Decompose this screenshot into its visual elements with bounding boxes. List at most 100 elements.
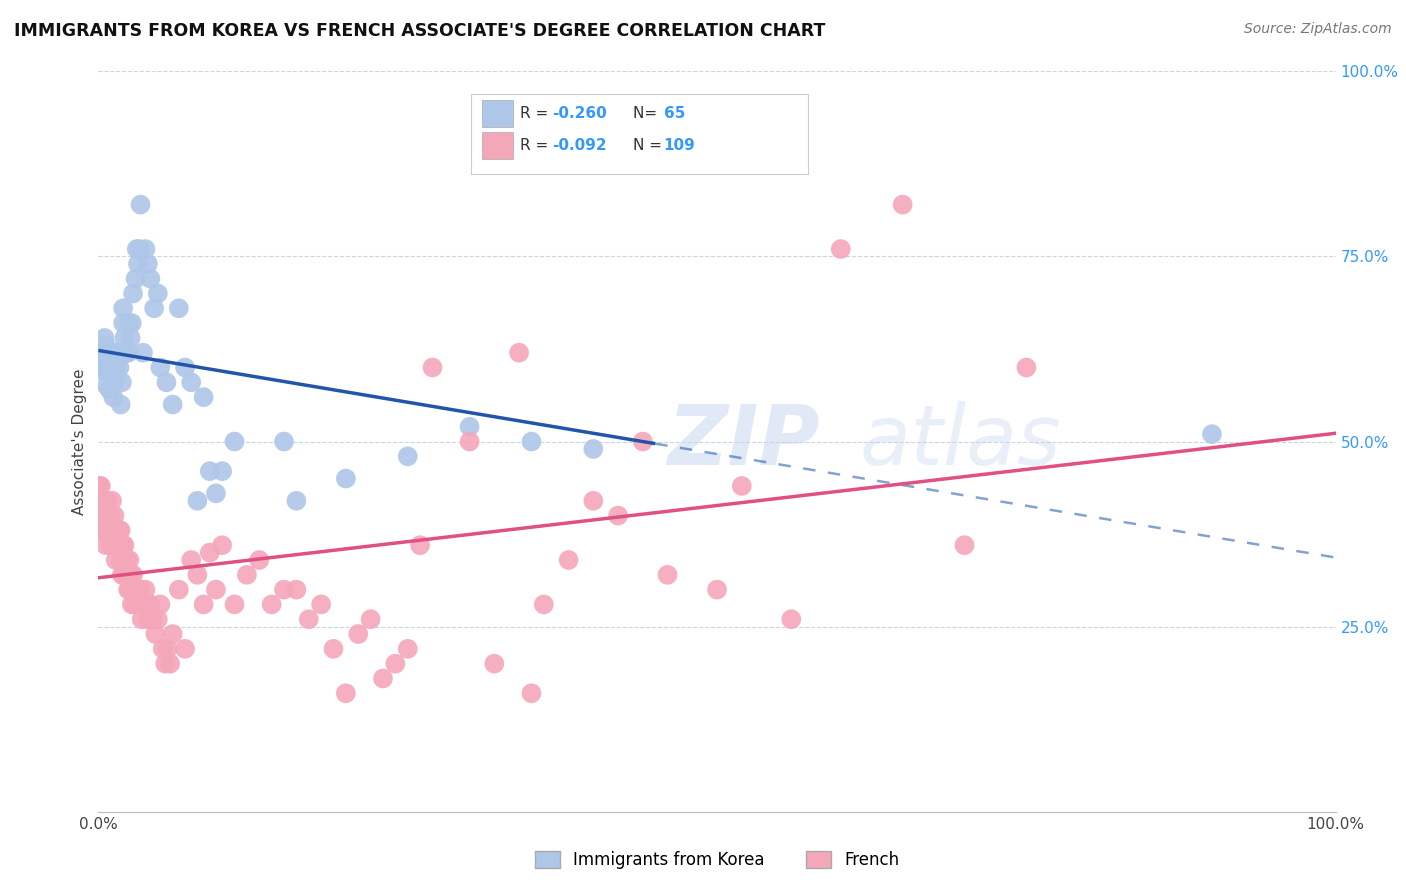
Point <box>122 582 145 597</box>
Text: -0.092: -0.092 <box>553 138 607 153</box>
Point <box>103 524 125 538</box>
Point <box>108 360 131 375</box>
Point <box>953 538 976 552</box>
Point <box>97 524 120 538</box>
Point <box>409 538 432 552</box>
Point <box>533 598 555 612</box>
Text: R =: R = <box>520 106 554 120</box>
Point <box>285 582 308 597</box>
Point <box>143 627 166 641</box>
Point <box>93 360 115 375</box>
Point <box>247 553 270 567</box>
Point <box>114 567 136 582</box>
Point <box>100 508 122 523</box>
Text: 65: 65 <box>664 106 685 120</box>
Point <box>112 331 135 345</box>
Point <box>520 434 543 449</box>
Point <box>122 286 145 301</box>
Point <box>112 316 135 330</box>
Point <box>211 464 233 478</box>
Point <box>107 345 129 359</box>
Point <box>117 345 139 359</box>
Y-axis label: Associate's Degree: Associate's Degree <box>72 368 87 515</box>
Point <box>100 345 122 359</box>
Point <box>94 338 117 352</box>
Point <box>103 390 125 404</box>
Point <box>193 390 215 404</box>
Point <box>174 360 197 375</box>
Point <box>121 598 143 612</box>
Text: 109: 109 <box>664 138 696 153</box>
Point <box>108 538 131 552</box>
Point <box>90 493 112 508</box>
Point <box>139 271 162 285</box>
Point <box>156 641 179 656</box>
Point <box>396 641 419 656</box>
Point <box>100 538 122 552</box>
Point <box>93 508 115 523</box>
Point <box>93 508 115 523</box>
Point <box>657 567 679 582</box>
Point <box>87 493 110 508</box>
Point <box>128 242 150 256</box>
Point <box>98 524 121 538</box>
Point <box>127 582 149 597</box>
Point <box>101 524 124 538</box>
Point <box>205 486 228 500</box>
Point <box>335 686 357 700</box>
Point <box>94 538 117 552</box>
Point <box>731 479 754 493</box>
Point <box>105 524 128 538</box>
Point <box>422 360 444 375</box>
Point <box>298 612 321 626</box>
Point <box>93 524 115 538</box>
Point <box>180 553 202 567</box>
Point <box>93 345 115 359</box>
Point <box>236 567 259 582</box>
Point <box>105 538 128 552</box>
Point <box>91 342 114 356</box>
Point <box>121 316 143 330</box>
Point <box>97 508 120 523</box>
Point <box>110 397 132 411</box>
Point <box>93 350 115 364</box>
Point <box>149 360 172 375</box>
Point <box>631 434 654 449</box>
Point <box>118 582 141 597</box>
Point <box>114 345 136 359</box>
Point <box>582 493 605 508</box>
Point <box>91 508 114 523</box>
Point <box>174 641 197 656</box>
Point <box>104 538 127 552</box>
Point <box>93 331 115 345</box>
Point <box>152 641 174 656</box>
Point <box>115 553 138 567</box>
Point <box>104 360 127 375</box>
Point <box>118 316 141 330</box>
Point <box>103 538 125 552</box>
Point <box>128 598 150 612</box>
Text: ZIP: ZIP <box>668 401 820 482</box>
Point <box>180 376 202 390</box>
Point <box>118 553 141 567</box>
Point <box>134 582 156 597</box>
Point <box>371 672 394 686</box>
Text: R =: R = <box>520 138 554 153</box>
Point <box>162 397 184 411</box>
Point <box>143 301 166 316</box>
Point <box>458 434 481 449</box>
Point <box>125 242 148 256</box>
Point <box>260 598 283 612</box>
Point <box>134 242 156 256</box>
Point <box>508 345 530 359</box>
Point <box>830 242 852 256</box>
Point <box>127 257 149 271</box>
Point <box>96 493 118 508</box>
Point <box>162 627 184 641</box>
Text: N=: N= <box>633 106 662 120</box>
Point <box>105 345 128 359</box>
Point <box>520 686 543 700</box>
Point <box>322 641 344 656</box>
Point <box>112 567 135 582</box>
Point <box>360 612 382 626</box>
